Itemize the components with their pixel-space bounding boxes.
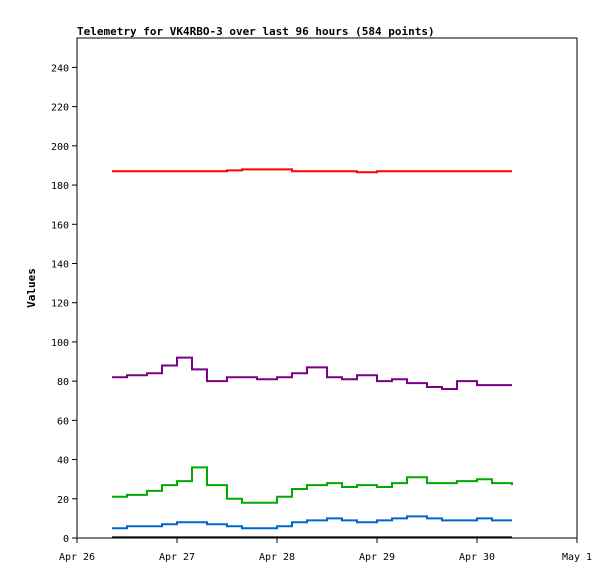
y-tick-label: 40: [57, 456, 69, 467]
y-tick-label: 100: [51, 338, 69, 349]
x-tick-label: Apr 29: [359, 552, 395, 563]
chart-title: Telemetry for VK4RBO-3 over last 96 hour…: [77, 25, 435, 38]
y-tick-label: 180: [51, 181, 69, 192]
y-tick-label: 140: [51, 259, 69, 270]
x-tick-label: Apr 27: [159, 552, 195, 563]
y-tick-label: 240: [51, 63, 69, 74]
y-tick-label: 120: [51, 299, 69, 310]
y-tick-label: 0: [63, 534, 69, 545]
series-line-3: [112, 466, 513, 504]
series-line-2: [112, 356, 512, 390]
y-tick-label: 20: [57, 495, 69, 506]
series-line-4: [112, 515, 512, 530]
y-tick-label: 60: [57, 416, 69, 427]
y-tick-label: 200: [51, 142, 69, 153]
y-tick-label: 160: [51, 220, 69, 231]
series-layer: [112, 168, 513, 539]
y-axis: 0 20 40 60 80 100 120 140 160 180 200 220 240: [51, 63, 77, 545]
x-tick-label: May 1: [562, 552, 592, 563]
x-tick-label: Apr 26: [59, 552, 95, 563]
x-axis: Apr 26 Apr 27 Apr 28 Apr 29 Apr 30 May 1: [59, 538, 592, 563]
y-axis-label: Values: [25, 268, 38, 308]
x-tick-label: Apr 28: [259, 552, 295, 563]
y-tick-label: 80: [57, 377, 69, 388]
series-line-1: [112, 168, 512, 174]
plot-frame: [76, 37, 578, 539]
y-tick-label: 220: [51, 103, 69, 114]
x-tick-label: Apr 30: [459, 552, 495, 563]
